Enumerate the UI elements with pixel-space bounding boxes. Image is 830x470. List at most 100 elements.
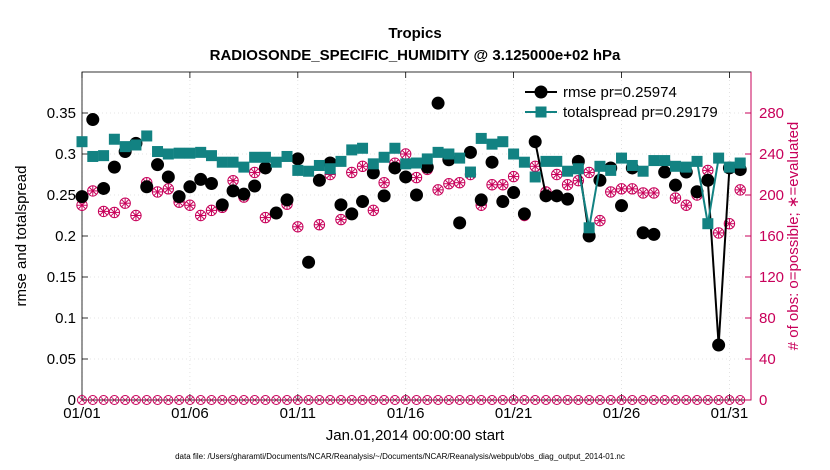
possible-obs-point (562, 395, 573, 405)
possible-obs-point (681, 395, 692, 405)
rmse-point (151, 158, 165, 172)
rmse-point (410, 188, 423, 202)
evaluated-obs-point (346, 166, 358, 179)
possible-obs-point (109, 395, 120, 405)
legend-rmse-label: rmse pr=0.25974 (563, 84, 677, 101)
evaluated-obs-point (497, 179, 509, 191)
y2-ticks: 0 40 80 120 160 200 240 280 (745, 105, 784, 409)
possible-obs-point (206, 395, 217, 405)
y2-tick-label: 240 (759, 146, 784, 163)
rmse-point (453, 216, 467, 230)
evaluated-obs-point (130, 209, 142, 222)
totalspread-point (313, 159, 325, 171)
totalspread-point (497, 136, 509, 148)
possible-obs-point (659, 395, 670, 405)
possible-obs-point (627, 395, 638, 405)
totalspread-point (378, 151, 390, 163)
possible-obs-point (411, 395, 422, 405)
possible-obs-point (540, 395, 551, 405)
possible-obs-point (335, 395, 346, 405)
totalspread-point (626, 159, 638, 171)
rmse-point (312, 173, 326, 187)
evaluated-obs-point (108, 206, 121, 219)
possible-obs-point (551, 395, 562, 405)
evaluated-obs-point (583, 166, 595, 179)
possible-obs-point (389, 395, 400, 405)
possible-obs-point (476, 395, 487, 405)
legend-rmse-marker (534, 85, 548, 99)
y2-tick-label: 80 (759, 310, 776, 327)
rmse-point (194, 172, 208, 186)
rmse-series (75, 96, 747, 352)
possible-obs-series (77, 395, 746, 405)
y-ticks: 0 0.05 0.1 0.15 0.2 0.25 0.3 0.35 (47, 105, 88, 409)
rmse-point (658, 165, 672, 179)
possible-obs-point (454, 395, 465, 405)
y-tick-label: 0.3 (55, 146, 76, 163)
totalspread-point (454, 152, 466, 164)
totalspread-point (303, 165, 315, 177)
possible-obs-point (152, 395, 163, 405)
totalspread-point (173, 147, 185, 159)
rmse-point (474, 193, 488, 207)
rmse-point (97, 181, 111, 195)
totalspread-point (508, 148, 520, 160)
rmse-point (356, 195, 370, 209)
totalspread-point (195, 146, 207, 158)
evaluated-obs-point (615, 183, 628, 195)
chart-title: Tropics (388, 25, 441, 42)
y2-tick-label: 200 (759, 187, 784, 204)
totalspread-point (281, 150, 293, 162)
rmse-point (399, 170, 413, 184)
totalspread-point (259, 151, 271, 163)
rmse-segment (706, 180, 720, 346)
possible-obs-point (141, 395, 152, 405)
y2-tick-label: 0 (759, 392, 767, 409)
totalspread-point (486, 138, 498, 150)
totalspread-point (249, 151, 261, 163)
data-file-footer: data file: /Users/gharamti/Documents/NCA… (175, 452, 625, 461)
evaluated-obs-point (507, 170, 520, 183)
possible-obs-point (605, 395, 616, 405)
evaluated-obs-point (561, 179, 574, 191)
rmse-point (507, 186, 521, 200)
evaluated-obs-point (97, 205, 110, 218)
evaluated-obs-point (486, 179, 498, 191)
y-tick-label: 0.1 (55, 310, 76, 327)
rmse-point (377, 189, 391, 203)
evaluated-obs-point (637, 187, 649, 199)
possible-obs-point (497, 395, 508, 405)
totalspread-point (464, 166, 476, 178)
totalspread-point (76, 136, 88, 148)
possible-obs-point (346, 395, 357, 405)
rmse-point (345, 207, 359, 221)
possible-obs-point (195, 395, 206, 405)
possible-obs-point (422, 395, 433, 405)
totalspread-point (205, 150, 217, 162)
chart-subtitle: RADIOSONDE_SPECIFIC_HUMIDITY @ 3.125000e… (210, 47, 621, 64)
evaluated-obs-point (119, 197, 131, 209)
rmse-point (226, 184, 240, 198)
evaluated-obs-point (227, 174, 239, 187)
y-tick-label: 0.25 (47, 187, 76, 204)
possible-obs-point (77, 395, 87, 405)
possible-obs-point (368, 395, 379, 405)
possible-obs-point (594, 395, 605, 405)
possible-obs-point (282, 395, 293, 405)
possible-obs-point (400, 395, 411, 405)
possible-obs-point (379, 395, 390, 405)
evaluated-obs-point (292, 221, 304, 233)
evaluated-obs-point (313, 219, 326, 231)
totalspread-point (734, 157, 746, 169)
y2-tick-label: 160 (759, 228, 784, 245)
x-tick-label: 01/21 (495, 405, 533, 422)
totalspread-point (335, 155, 347, 167)
evaluated-obs-point (356, 160, 369, 173)
legend: rmse pr=0.25974 totalspread pr=0.29179 (525, 84, 718, 121)
totalspread-point (216, 156, 228, 168)
rmse-point (550, 189, 564, 203)
rmse-point (302, 255, 316, 269)
possible-obs-point (638, 395, 649, 405)
rmse-point (161, 170, 175, 184)
